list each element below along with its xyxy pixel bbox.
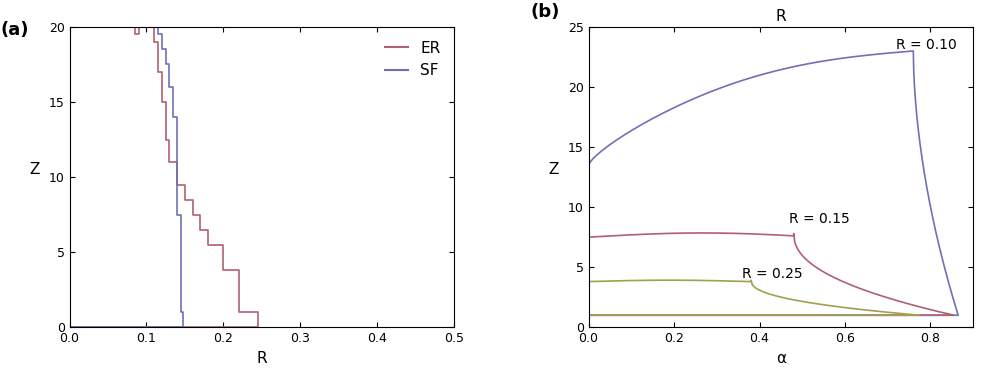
- SF: [171, 115, 183, 119]
- SF: [168, 85, 180, 89]
- ER: [117, 25, 129, 29]
- Y-axis label: Z: Z: [549, 162, 559, 177]
- SF: [160, 62, 172, 67]
- SF: [140, 25, 152, 29]
- Text: (a): (a): [0, 21, 29, 39]
- SF: [156, 32, 168, 37]
- ER: [187, 213, 199, 217]
- SF: [171, 213, 183, 217]
- SF: [175, 310, 187, 315]
- SF: [64, 325, 75, 330]
- Text: (b): (b): [531, 3, 560, 21]
- ER: [164, 137, 176, 142]
- ER: [187, 197, 199, 202]
- SF: [178, 325, 190, 330]
- SF: [148, 25, 160, 29]
- ER: [202, 227, 213, 232]
- ER: [195, 213, 207, 217]
- X-axis label: α: α: [776, 351, 785, 366]
- ER: [232, 310, 244, 315]
- SF: [152, 32, 164, 37]
- ER: [195, 227, 207, 232]
- SF: [151, 25, 163, 29]
- ER: [179, 182, 191, 187]
- SF: [164, 62, 176, 67]
- ER: [160, 100, 172, 104]
- ER: [156, 70, 168, 74]
- ER: [171, 182, 183, 187]
- SF: [168, 115, 180, 119]
- SF: [147, 25, 159, 29]
- ER: [148, 40, 160, 44]
- Text: R = 0.15: R = 0.15: [789, 212, 850, 226]
- ER: [148, 25, 160, 29]
- Line: ER: ER: [70, 27, 258, 327]
- Legend: ER, SF: ER, SF: [378, 35, 447, 84]
- SF: [152, 25, 164, 29]
- SF: [160, 47, 172, 52]
- SF: [151, 25, 163, 29]
- ER: [232, 268, 244, 273]
- ER: [133, 32, 145, 37]
- Title: R: R: [776, 9, 786, 24]
- SF: [147, 25, 159, 29]
- ER: [171, 160, 183, 164]
- ER: [160, 137, 172, 142]
- SF: [178, 310, 190, 315]
- ER: [164, 160, 176, 164]
- ER: [156, 100, 168, 104]
- ER: [129, 32, 141, 37]
- ER: [64, 325, 75, 330]
- Text: R = 0.25: R = 0.25: [743, 267, 803, 281]
- SF: [156, 47, 168, 52]
- ER: [252, 310, 264, 315]
- SF: [175, 213, 187, 217]
- SF: [164, 85, 176, 89]
- ER: [202, 243, 213, 247]
- Text: R = 0.10: R = 0.10: [897, 38, 957, 52]
- ER: [152, 70, 164, 74]
- Y-axis label: Z: Z: [30, 162, 40, 177]
- ER: [133, 25, 145, 29]
- ER: [217, 243, 229, 247]
- SF: [144, 25, 156, 29]
- X-axis label: R: R: [256, 351, 267, 366]
- ER: [217, 268, 229, 273]
- SF: [144, 25, 156, 29]
- ER: [152, 40, 164, 44]
- ER: [179, 197, 191, 202]
- Line: SF: SF: [70, 27, 184, 327]
- ER: [252, 325, 264, 330]
- ER: [129, 25, 141, 29]
- SF: [148, 25, 160, 29]
